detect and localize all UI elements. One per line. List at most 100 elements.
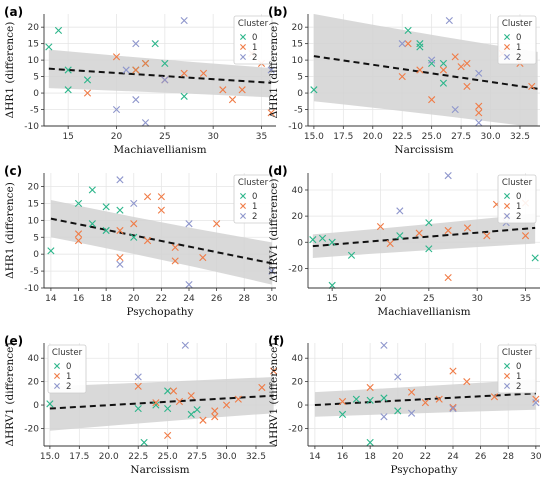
data-point-cluster-0 xyxy=(134,404,142,413)
data-point-cluster-0 xyxy=(54,26,63,35)
data-point-cluster-1 xyxy=(270,367,278,375)
x-tick-label: 27.5 xyxy=(187,452,207,462)
data-point-cluster-1 xyxy=(211,407,219,415)
y-axis-title: ΔHRV1 (difference) xyxy=(268,343,280,447)
data-point-cluster-1 xyxy=(219,86,227,94)
x-tick-label: 30 xyxy=(266,294,278,304)
legend: Cluster 012 xyxy=(233,15,273,65)
data-point-cluster-1 xyxy=(143,237,152,245)
data-point-cluster-2 xyxy=(267,66,275,74)
x-tick-label: 30.0 xyxy=(481,132,501,142)
x-tick-label: 15 xyxy=(62,132,73,142)
data-point-cluster-0 xyxy=(47,247,55,255)
data-point-cluster-0 xyxy=(102,203,110,211)
x-tick-label: 22 xyxy=(156,294,167,304)
y-tick-label: 15 xyxy=(28,40,39,50)
x-tick-label: 15.0 xyxy=(304,132,324,142)
data-point-cluster-0 xyxy=(425,219,433,227)
data-point-cluster-2 xyxy=(132,40,140,48)
legend-entry-label: 2 xyxy=(252,53,257,63)
legend-entry-label: 1 xyxy=(66,372,71,382)
legend-title: Cluster xyxy=(52,348,83,358)
y-tick-label: 15 xyxy=(28,199,39,209)
data-point-cluster-2 xyxy=(396,207,404,215)
data-point-cluster-2 xyxy=(161,76,169,84)
y-axis-title: ΔHR1 (difference) xyxy=(4,22,16,119)
legend-marker-2 xyxy=(504,54,510,60)
legend-entry-label: 0 xyxy=(516,362,521,372)
regression-line xyxy=(50,217,273,265)
x-axis-title: Machiavellianism xyxy=(113,144,206,156)
data-point-cluster-1 xyxy=(463,378,471,386)
data-point-cluster-1 xyxy=(463,59,471,68)
legend-marker-0 xyxy=(504,34,510,40)
legend-entry-label: 1 xyxy=(252,43,257,53)
x-axis-title: Machiavellianism xyxy=(377,306,470,318)
data-point-cluster-0 xyxy=(64,86,72,94)
legend-box xyxy=(497,15,537,65)
x-tick-label: 22 xyxy=(420,452,431,462)
legend-marker-1 xyxy=(54,373,60,379)
data-point-cluster-2 xyxy=(134,373,142,381)
data-point-cluster-2 xyxy=(380,341,388,349)
data-point-cluster-1 xyxy=(112,53,121,61)
regression-line xyxy=(48,67,272,84)
x-tick-label: 35 xyxy=(256,132,267,142)
data-point-cluster-2 xyxy=(428,56,436,64)
data-point-cluster-1 xyxy=(386,239,394,248)
y-tick-label: -5 xyxy=(294,106,303,116)
confidence-band xyxy=(312,213,536,258)
legend-entry-label: 2 xyxy=(516,212,521,222)
data-point-cluster-1 xyxy=(74,237,83,245)
legend-box xyxy=(233,174,273,224)
legend-entry-label: 0 xyxy=(252,192,257,202)
x-tick-label: 30 xyxy=(207,132,219,142)
x-tick-label: 30 xyxy=(530,452,542,462)
data-point-cluster-1 xyxy=(199,69,208,77)
data-point-cluster-0 xyxy=(318,234,327,242)
data-point-cluster-2 xyxy=(116,260,124,268)
data-point-cluster-0 xyxy=(310,86,318,94)
data-point-cluster-2 xyxy=(475,119,483,127)
y-axis-title: ΔHR1 (difference) xyxy=(268,22,280,119)
legend-box xyxy=(497,174,537,224)
data-point-cluster-0 xyxy=(439,79,448,87)
confidence-band xyxy=(49,376,274,431)
data-point-cluster-0 xyxy=(152,401,160,409)
data-point-cluster-1 xyxy=(171,243,179,252)
confidence-band xyxy=(50,200,272,285)
data-point-cluster-1 xyxy=(134,382,142,390)
y-tick-label: 5 xyxy=(33,73,39,83)
data-point-cluster-1 xyxy=(439,66,448,74)
x-tick-label: 20 xyxy=(111,132,123,142)
legend-entry-label: 0 xyxy=(66,362,71,372)
y-tick-label: -5 xyxy=(30,267,39,277)
x-tick-label: 14 xyxy=(309,452,321,462)
data-point-cluster-1 xyxy=(435,395,443,403)
y-tick-label: 5 xyxy=(33,233,39,243)
data-point-cluster-1 xyxy=(141,59,150,68)
x-tick-label: 24 xyxy=(183,294,195,304)
data-point-cluster-1 xyxy=(366,383,374,392)
x-tick-label: 35 xyxy=(520,294,531,304)
legend-title: Cluster xyxy=(502,178,533,188)
legend-title: Cluster xyxy=(238,178,269,188)
y-tick-label: 20 xyxy=(292,23,304,33)
data-point-cluster-2 xyxy=(394,373,402,381)
data-point-cluster-0 xyxy=(74,199,83,208)
data-point-cluster-2 xyxy=(181,341,189,349)
data-point-cluster-2 xyxy=(407,409,416,417)
legend-title: Cluster xyxy=(238,19,269,29)
data-point-cluster-0 xyxy=(394,407,402,415)
x-axis-title: Psychopathy xyxy=(391,464,458,476)
data-point-cluster-2 xyxy=(185,220,193,228)
data-point-cluster-1 xyxy=(171,257,179,265)
data-point-cluster-1 xyxy=(213,220,221,228)
data-point-cluster-1 xyxy=(483,232,491,240)
legend-entry-label: 2 xyxy=(516,53,521,63)
x-tick-label: 28 xyxy=(503,452,515,462)
